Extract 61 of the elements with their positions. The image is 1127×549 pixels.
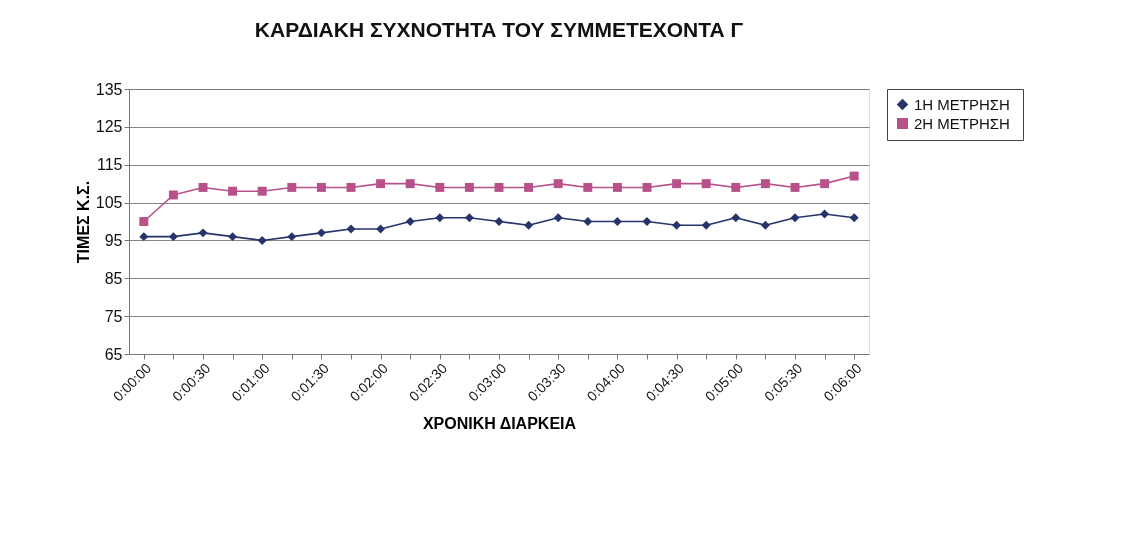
point — [287, 232, 297, 242]
point — [228, 232, 238, 242]
point — [612, 182, 622, 192]
point — [168, 190, 178, 200]
legend-label: 1Η ΜΕΤΡΗΣΗ — [914, 95, 1010, 113]
x-axis-title: ΧΡΟΝΙΚΗ ΔΙΑΡΚΕΙΑ — [422, 415, 577, 433]
point — [287, 182, 297, 192]
point — [376, 179, 386, 189]
point — [553, 213, 563, 223]
point — [849, 171, 859, 181]
point — [760, 179, 770, 189]
point — [672, 179, 682, 189]
point — [257, 235, 267, 245]
point — [464, 182, 474, 192]
point — [435, 213, 445, 223]
point — [316, 182, 326, 192]
point — [524, 220, 534, 230]
point — [701, 179, 711, 189]
point — [524, 182, 534, 192]
point — [464, 213, 474, 223]
y-axis-title: ΤΙΜΕΣ Κ.Σ. — [74, 180, 92, 264]
point — [642, 182, 652, 192]
y-tick-label: 135 — [95, 80, 123, 98]
point — [346, 182, 356, 192]
point — [376, 224, 386, 234]
y-tick-label: 105 — [95, 194, 123, 212]
point — [435, 182, 445, 192]
point — [139, 232, 149, 242]
chart-title: ΚΑΡΔΙΑΚΗ ΣΥΧΝΟΤΗΤΑ ΤΟΥ ΣΥΜΜΕΤΕΧΟΝΤΑ Γ — [254, 18, 744, 41]
y-tick-label: 75 — [104, 307, 123, 325]
point — [701, 220, 711, 230]
point — [553, 179, 563, 189]
point — [405, 179, 415, 189]
point — [849, 213, 859, 223]
point — [820, 179, 830, 189]
y-tick-label: 125 — [95, 118, 123, 136]
point — [198, 228, 208, 238]
y-tick-label: 115 — [96, 156, 123, 174]
point — [583, 217, 593, 226]
point — [198, 182, 208, 192]
point — [139, 217, 149, 226]
point — [168, 232, 178, 242]
point — [731, 182, 741, 192]
point — [494, 182, 504, 192]
y-tick-label: 65 — [104, 345, 123, 363]
point — [820, 209, 830, 219]
y-tick-label: 85 — [104, 269, 123, 287]
point — [583, 182, 593, 192]
point — [672, 220, 682, 230]
point — [790, 213, 800, 223]
point — [228, 186, 238, 196]
point — [790, 182, 800, 192]
point — [760, 220, 770, 230]
legend-label: 2Η ΜΕΤΡΗΣΗ — [914, 114, 1010, 132]
point — [405, 217, 415, 226]
point — [346, 224, 356, 234]
point — [257, 186, 267, 196]
point — [731, 213, 741, 223]
point — [612, 217, 622, 226]
point — [316, 228, 326, 238]
y-tick-label: 95 — [104, 231, 123, 249]
